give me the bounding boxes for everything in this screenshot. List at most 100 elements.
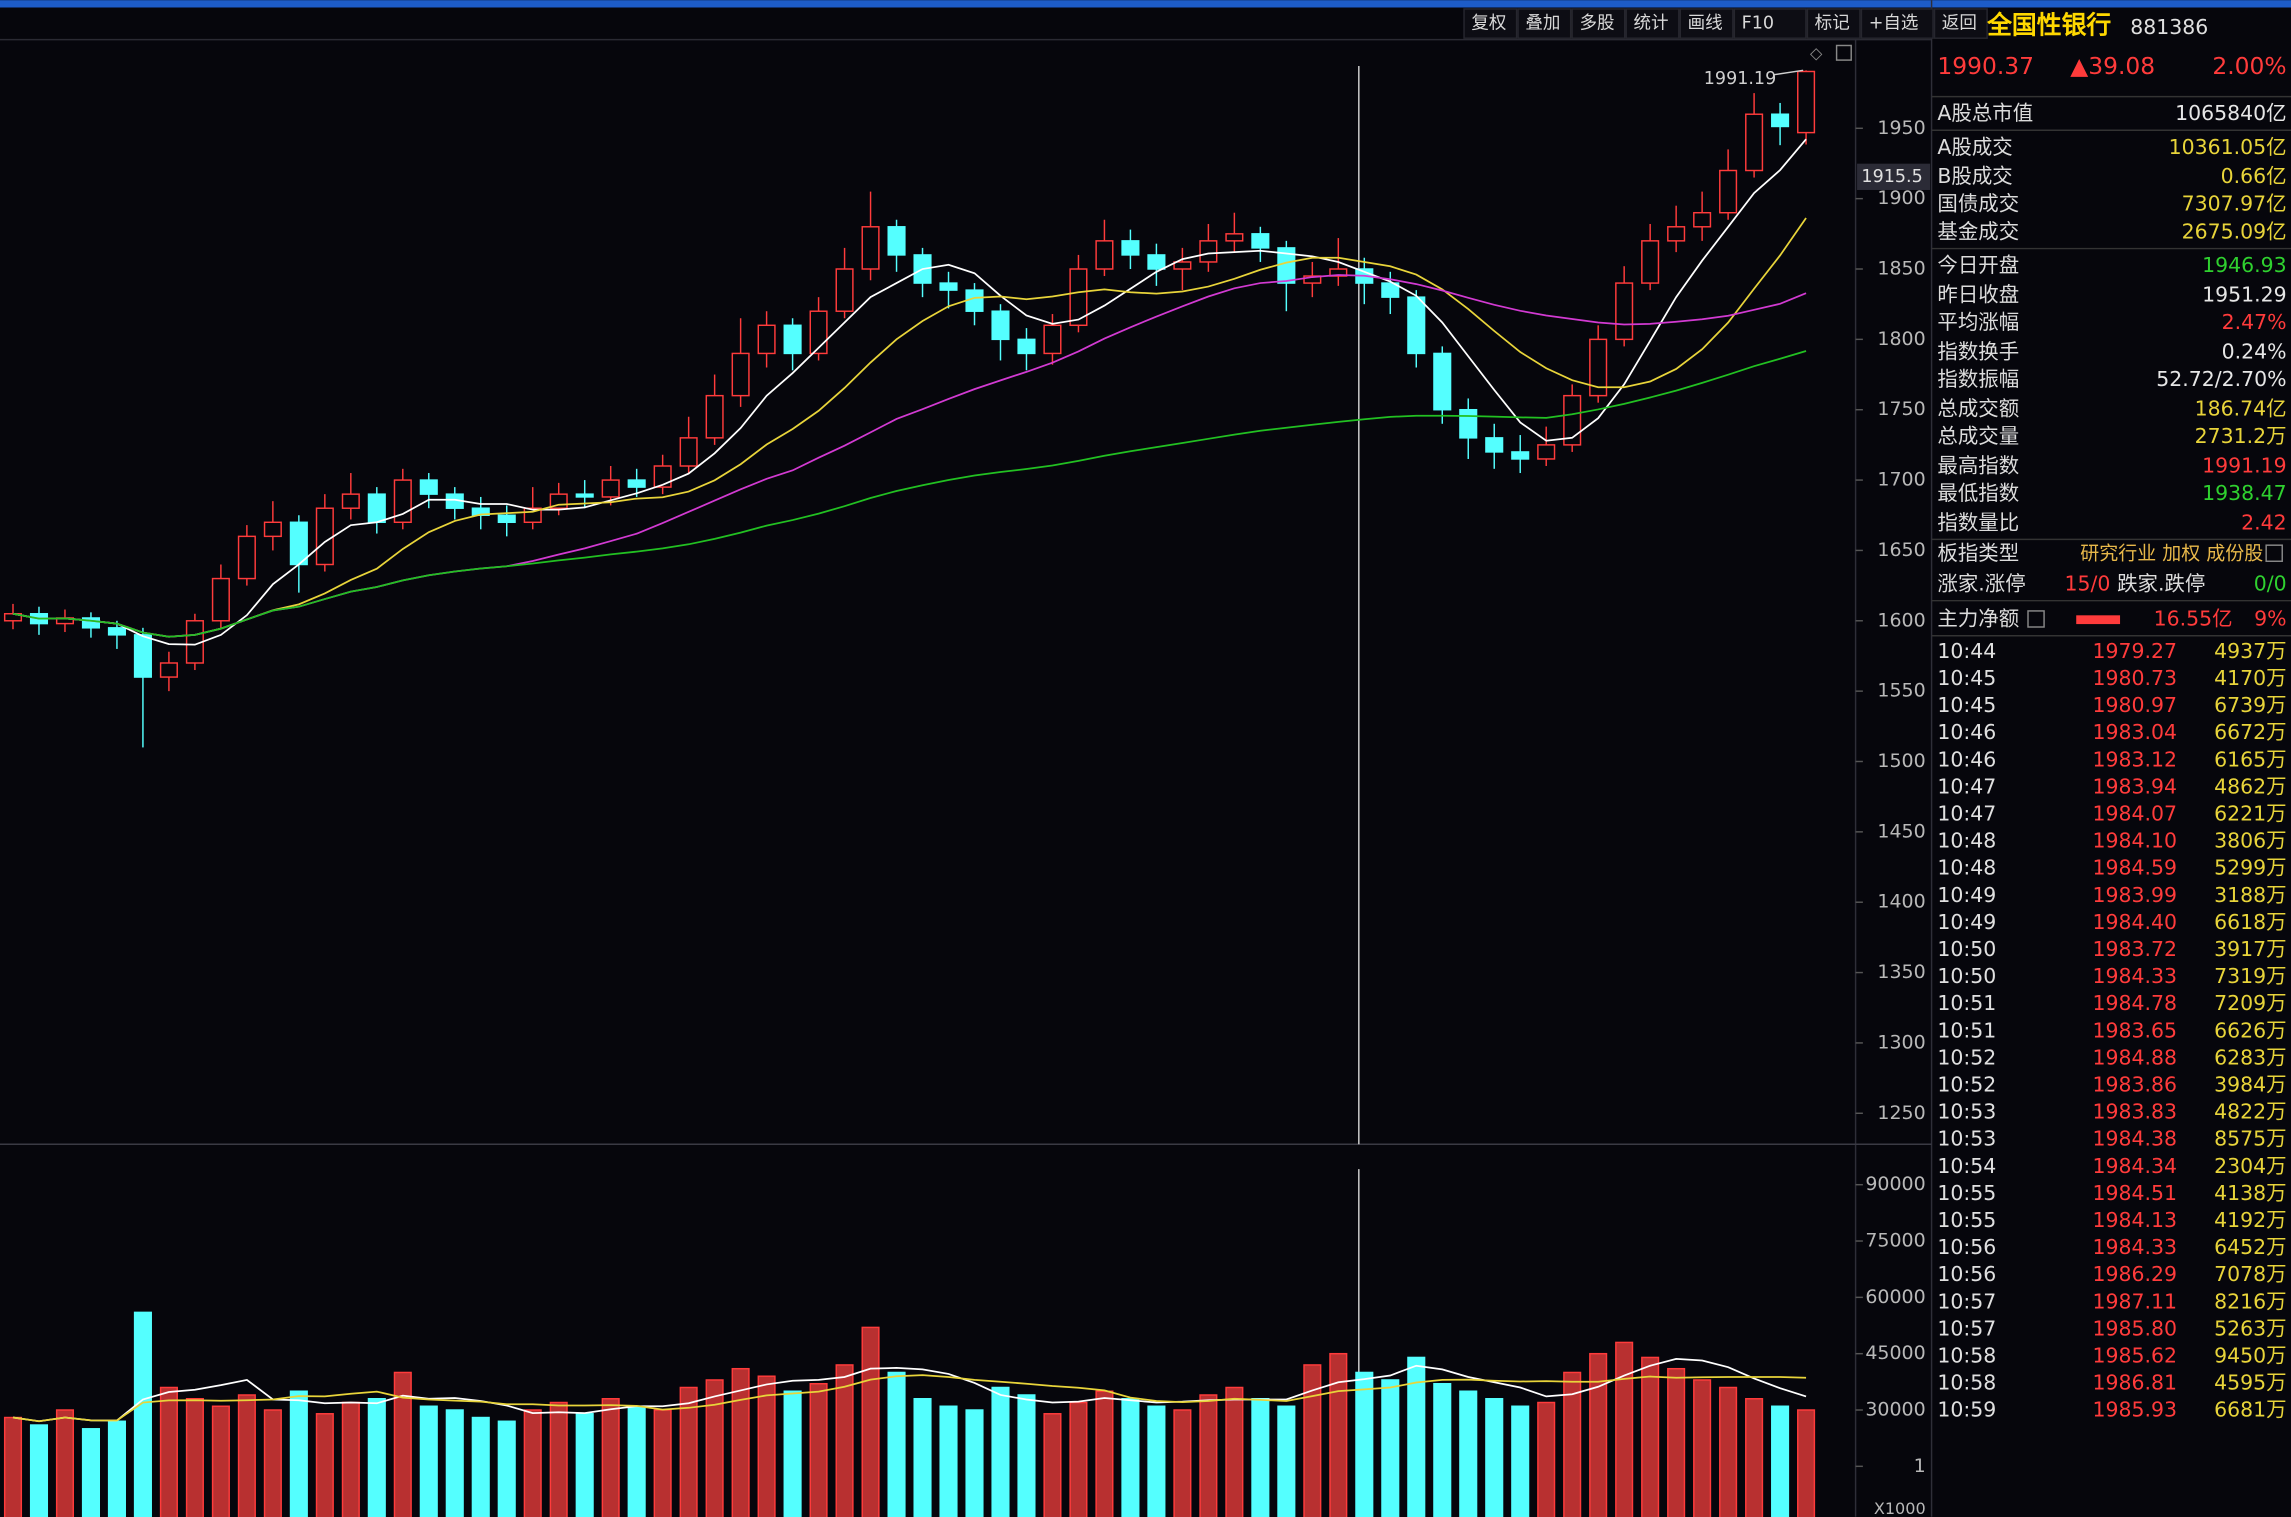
toolbar-button[interactable]: F10 [1742, 14, 1774, 34]
y-tick-label: 1550 [1877, 680, 1925, 702]
volume-bar [471, 1416, 490, 1517]
toolbar-button[interactable]: 画线 [1688, 14, 1723, 34]
candle-body [1485, 437, 1504, 453]
tick-price: 1983.04 [2093, 720, 2178, 744]
volume-bar [1043, 1413, 1062, 1517]
tick-price: 1984.34 [2093, 1154, 2178, 1178]
net-pct: 9% [2254, 607, 2286, 631]
toolbar-button-bg[interactable] [1933, 8, 1988, 39]
stat-value: 2731.2万 [2195, 424, 2287, 448]
candle-body [1407, 296, 1426, 355]
candle-body [1667, 226, 1686, 242]
tick-time: 10:53 [1937, 1100, 1996, 1124]
candle-body [1719, 169, 1738, 214]
y-tick-label: 1850 [1877, 258, 1925, 280]
toolbar-button[interactable]: 标记 [1815, 14, 1850, 34]
toolbar-button-bg[interactable] [1860, 8, 1934, 39]
candle-body [965, 289, 984, 312]
stat-value: 10361.05亿 [2169, 135, 2287, 159]
toolbar-button[interactable]: 统计 [1634, 14, 1669, 34]
tick-volume: 4937万 [2214, 639, 2286, 663]
y-tick-label: 75000 [1865, 1230, 1925, 1252]
stat-value: 52.72/2.70% [2156, 367, 2286, 391]
y-tick-label: 1900 [1877, 187, 1925, 209]
y-tick-label: 1600 [1877, 609, 1925, 631]
cursor-label: 1915.5 [1861, 167, 1922, 187]
tick-time: 10:45 [1937, 693, 1996, 717]
volume-bar [913, 1398, 932, 1517]
tick-volume: 6452万 [2214, 1235, 2286, 1259]
tick-price: 1983.12 [2093, 747, 2178, 771]
y-tick-label: 1800 [1877, 328, 1925, 350]
volume-bar [341, 1401, 360, 1517]
volume-bar [1017, 1394, 1036, 1517]
volume-bar [263, 1409, 282, 1517]
stat-label: 今日开盘 [1937, 253, 2019, 277]
stat-label: 总成交额 [1937, 396, 2019, 420]
tick-price: 1983.72 [2093, 937, 2178, 961]
toolbar-button-bg[interactable] [1806, 8, 1861, 39]
volume-bar [211, 1405, 230, 1517]
high-annotation: 1991.19 [1704, 69, 1776, 89]
candle-body [1615, 282, 1634, 341]
toolbar-button[interactable]: 叠加 [1525, 14, 1560, 34]
candle-body [1329, 268, 1348, 277]
volume-bar [1251, 1398, 1270, 1517]
type-value[interactable]: 研究行业 加权 成份股 [2080, 542, 2263, 564]
toolbar-button[interactable]: +自选 [1869, 14, 1919, 34]
stat-label: 最低指数 [1937, 481, 2019, 505]
y-tick-label: 45000 [1865, 1342, 1925, 1364]
stat-label: 最高指数 [1937, 453, 2019, 477]
tick-volume: 2304万 [2214, 1154, 2286, 1178]
volume-bar [1407, 1356, 1426, 1517]
candle-body [289, 521, 308, 566]
candle-body [1173, 261, 1192, 270]
up-label: 涨家.涨停 [1937, 572, 2025, 596]
stat-label: 指数换手 [1937, 339, 2019, 363]
stat-label: 基金成交 [1937, 220, 2019, 244]
candle-body [237, 535, 256, 580]
panel-change: ▲39.08 [2070, 52, 2155, 80]
y-tick-label: 1750 [1877, 398, 1925, 420]
y-tick-label: 1350 [1877, 961, 1925, 983]
candle-body [3, 613, 23, 622]
tick-volume: 6165万 [2214, 747, 2286, 771]
tick-time: 10:54 [1937, 1154, 1996, 1178]
tick-price: 1983.94 [2093, 774, 2178, 798]
candle-body [341, 493, 360, 509]
stat-label: 指数振幅 [1937, 367, 2019, 391]
volume-bar [549, 1401, 568, 1517]
tick-price: 1986.29 [2093, 1262, 2178, 1286]
tick-volume: 7319万 [2214, 964, 2286, 988]
tick-time: 10:51 [1937, 1018, 1996, 1042]
toolbar-button[interactable]: 返回 [1942, 14, 1977, 34]
type-icon [2265, 544, 2283, 562]
stat-label: 国债成交 [1937, 192, 2019, 216]
volume-bar [731, 1367, 750, 1517]
y-tick-label: 30000 [1865, 1399, 1925, 1421]
ma-line [12, 350, 1807, 638]
toolbar-button-bg[interactable] [1733, 8, 1807, 39]
toolbar-button-bg[interactable] [1679, 8, 1734, 39]
volume-bar [835, 1364, 854, 1517]
volume-bar [289, 1390, 308, 1517]
candle-body [1459, 408, 1478, 439]
candle-body [1511, 451, 1530, 460]
toolbar-button[interactable]: 多股 [1579, 14, 1614, 34]
tick-volume: 4170万 [2214, 666, 2286, 690]
panel-code: 881386 [2130, 15, 2208, 39]
tick-price: 1984.38 [2093, 1127, 2178, 1151]
candle-body [133, 634, 152, 678]
toolbar-button[interactable]: 复权 [1471, 14, 1506, 34]
toolbar-button-bg[interactable] [1517, 8, 1572, 39]
toolbar-button-bg[interactable] [1571, 8, 1626, 39]
candle-body [1589, 338, 1608, 397]
tick-volume: 3806万 [2214, 829, 2286, 853]
toolbar-button-bg[interactable] [1625, 8, 1680, 39]
tick-volume: 5299万 [2214, 856, 2286, 880]
tick-volume: 6618万 [2214, 910, 2286, 934]
candle-body [419, 479, 438, 495]
toolbar-button-bg[interactable] [1463, 8, 1518, 39]
volume-bar [1147, 1405, 1166, 1517]
